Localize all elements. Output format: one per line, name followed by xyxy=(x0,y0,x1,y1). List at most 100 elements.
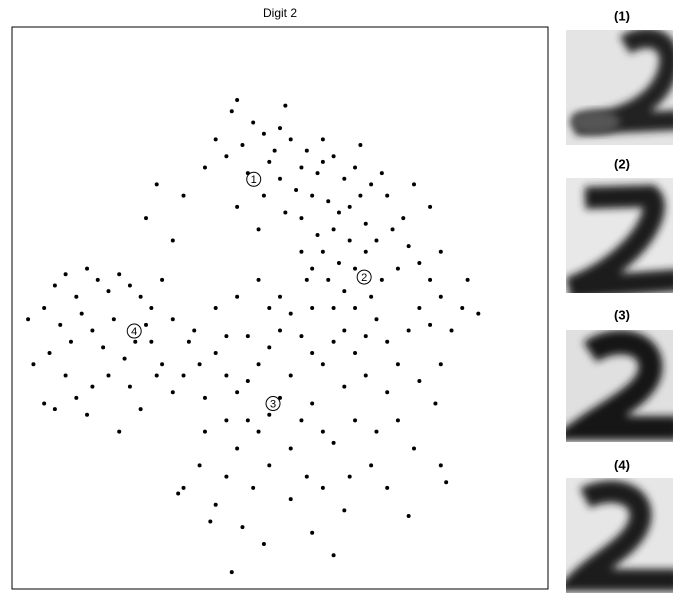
panel-label: (3) xyxy=(614,307,630,322)
point xyxy=(74,395,79,400)
point xyxy=(68,339,73,344)
point xyxy=(288,497,293,502)
point xyxy=(144,216,148,221)
point xyxy=(320,362,325,367)
point xyxy=(363,373,368,378)
point xyxy=(369,463,374,468)
point xyxy=(310,530,315,535)
point xyxy=(385,193,390,198)
point xyxy=(412,446,416,451)
point xyxy=(267,345,272,350)
point xyxy=(331,227,336,232)
point xyxy=(283,103,288,108)
point xyxy=(363,249,368,254)
point xyxy=(385,390,390,395)
digit-image xyxy=(566,178,673,293)
point xyxy=(395,418,400,423)
point xyxy=(197,463,202,468)
point xyxy=(202,165,207,170)
point xyxy=(181,485,186,490)
point xyxy=(342,289,347,294)
point xyxy=(224,474,229,479)
point xyxy=(101,345,106,350)
point xyxy=(310,401,315,406)
point xyxy=(256,227,261,232)
point xyxy=(428,204,433,209)
point xyxy=(26,317,31,322)
point xyxy=(331,154,336,159)
point xyxy=(208,519,213,524)
point xyxy=(74,294,79,299)
point xyxy=(304,148,309,153)
plot-frame xyxy=(11,26,549,590)
point xyxy=(385,339,390,344)
point xyxy=(385,485,390,490)
chart-title: Digit 2 xyxy=(263,6,297,20)
point xyxy=(213,306,218,310)
point xyxy=(395,266,400,271)
point xyxy=(347,474,352,479)
digit-image xyxy=(566,330,673,442)
point xyxy=(160,277,165,282)
point xyxy=(374,317,379,322)
point xyxy=(283,210,288,215)
point xyxy=(288,137,293,142)
point xyxy=(353,165,358,170)
point xyxy=(395,362,400,367)
point xyxy=(278,126,282,131)
point xyxy=(353,418,358,423)
point xyxy=(428,322,433,327)
point xyxy=(406,513,411,518)
point xyxy=(358,143,363,148)
point xyxy=(63,272,68,277)
point xyxy=(111,317,116,322)
point xyxy=(235,446,240,451)
annotation-circle xyxy=(126,323,142,339)
point xyxy=(342,384,347,389)
point xyxy=(251,485,256,490)
point xyxy=(149,306,154,310)
point xyxy=(374,238,379,243)
point xyxy=(363,334,368,339)
point xyxy=(256,362,261,367)
point xyxy=(95,277,100,282)
point xyxy=(133,339,138,344)
point xyxy=(310,350,315,355)
point xyxy=(224,373,229,378)
point xyxy=(58,322,63,327)
point xyxy=(406,328,411,333)
point xyxy=(320,159,325,164)
point xyxy=(299,249,304,254)
point xyxy=(353,306,358,310)
point xyxy=(438,249,443,254)
digit-image xyxy=(566,30,673,145)
point xyxy=(181,373,186,378)
point xyxy=(149,339,154,344)
point xyxy=(304,474,309,479)
point xyxy=(245,379,250,384)
point xyxy=(417,306,422,310)
point xyxy=(31,362,36,367)
point xyxy=(315,232,320,237)
point xyxy=(294,187,299,192)
point xyxy=(278,328,282,333)
point xyxy=(235,294,240,299)
point xyxy=(476,311,481,316)
point xyxy=(267,463,272,468)
point xyxy=(390,227,395,232)
point xyxy=(369,294,374,299)
point xyxy=(117,429,122,434)
point xyxy=(310,306,315,310)
point xyxy=(369,182,374,187)
point xyxy=(331,306,336,310)
annotation: 4 xyxy=(131,326,137,338)
point xyxy=(353,266,358,271)
point xyxy=(288,446,293,451)
point xyxy=(288,311,293,316)
point xyxy=(170,317,175,322)
point xyxy=(224,154,229,159)
annotation: 1 xyxy=(251,174,257,186)
point xyxy=(299,334,304,339)
point xyxy=(438,463,443,468)
point xyxy=(122,356,127,361)
